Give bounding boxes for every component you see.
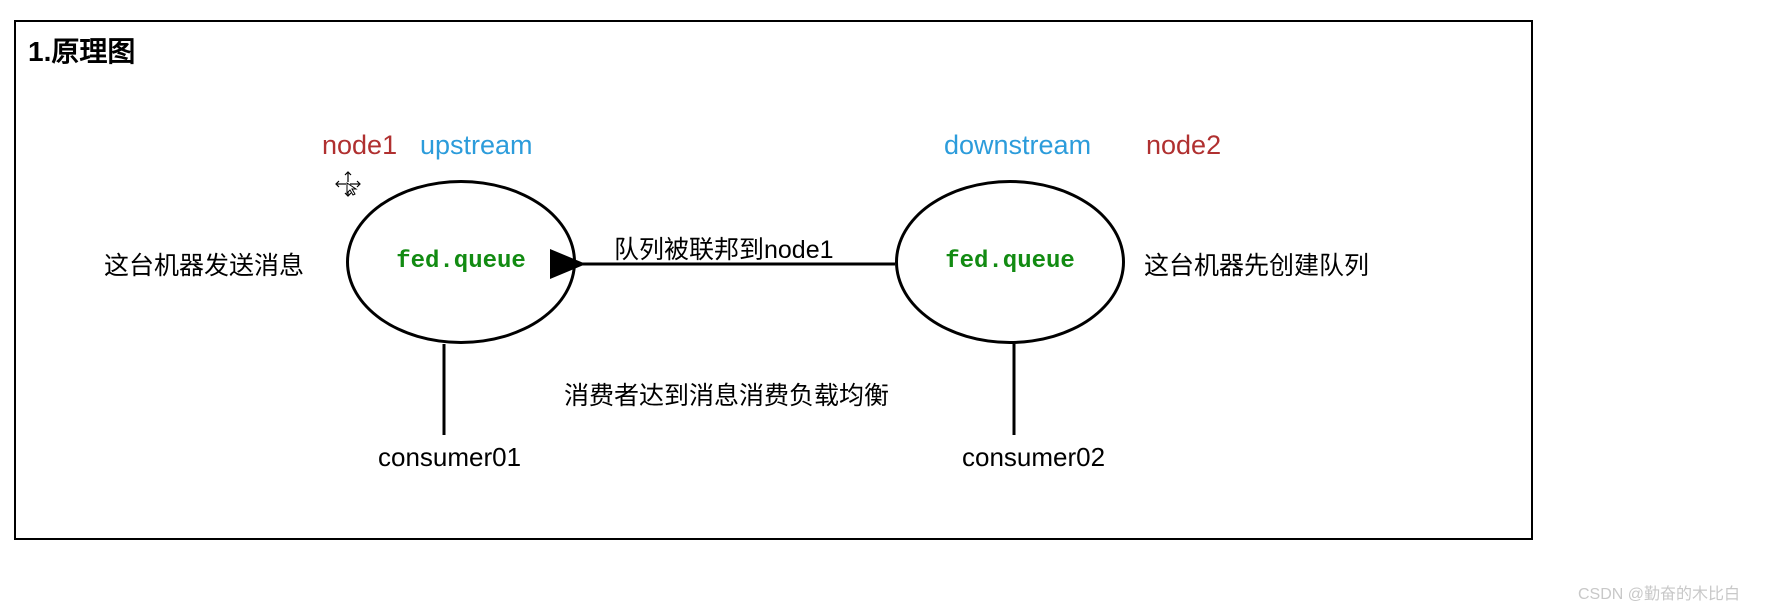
label-node1: node1 [322, 130, 397, 161]
label-consumer02: consumer02 [962, 442, 1105, 473]
watermark: CSDN @勤奋的木比白 [1578, 580, 1740, 604]
diagram-title: 1.原理图 [28, 30, 135, 70]
edge-e1-label: 队列被联邦到node1 [614, 230, 834, 266]
label-left-desc: 这台机器发送消息 [104, 246, 304, 282]
move-cursor-icon [334, 170, 362, 203]
label-consumer01: consumer01 [378, 442, 521, 473]
node-n1-label: fed.queue [391, 248, 531, 275]
node-n2-label: fed.queue [940, 248, 1080, 275]
label-center-desc: 消费者达到消息消费负载均衡 [564, 376, 889, 412]
label-upstream: upstream [420, 130, 533, 161]
label-right-desc: 这台机器先创建队列 [1144, 246, 1369, 282]
label-downstream: downstream [944, 130, 1091, 161]
label-node2: node2 [1146, 130, 1221, 161]
